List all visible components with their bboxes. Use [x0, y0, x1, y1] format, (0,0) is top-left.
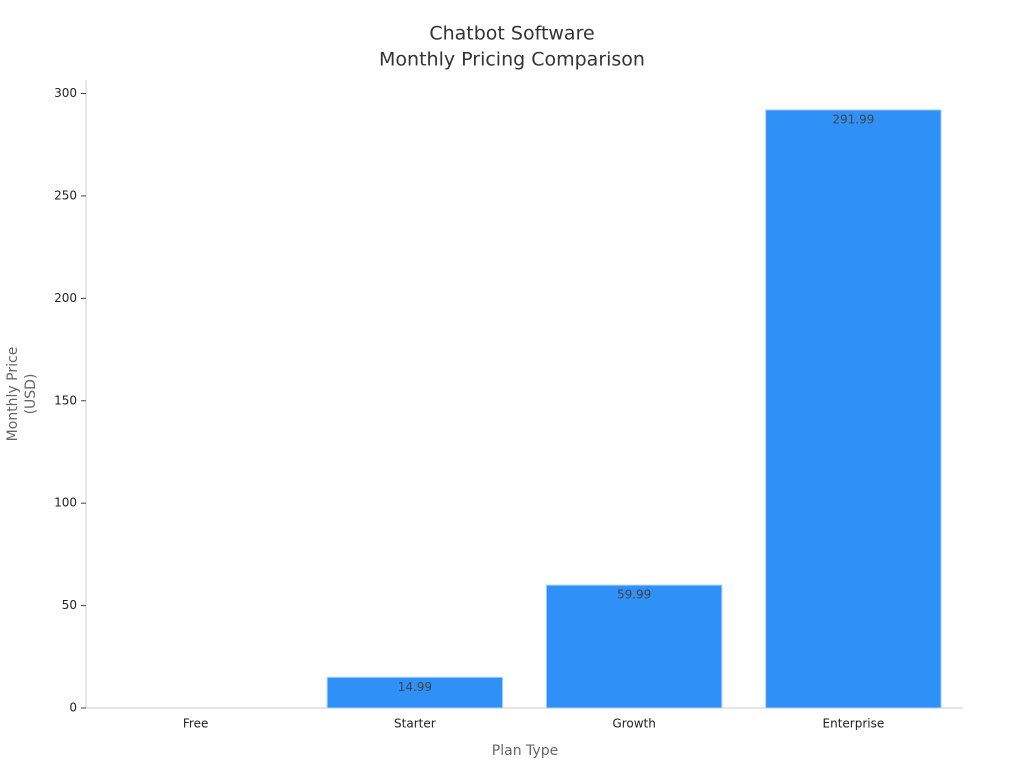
y-tick-label: 250: [54, 188, 77, 202]
x-axis-label: Plan Type: [492, 743, 558, 759]
y-tick-label: 200: [54, 291, 77, 305]
x-tick-label: Starter: [394, 717, 436, 731]
value-label: 14.99: [398, 680, 432, 694]
y-tick-label: 100: [54, 496, 77, 510]
y-tick-label: 300: [54, 86, 77, 100]
y-tick-label: 0: [69, 701, 77, 715]
y-axis-label: (USD): [23, 374, 39, 415]
y-tick-label: 150: [54, 393, 77, 407]
y-axis-label: Monthly Price: [5, 347, 21, 442]
value-label: 291.99: [832, 112, 874, 126]
x-tick-label: Enterprise: [823, 717, 885, 731]
chart-title: Monthly Pricing Comparison: [379, 49, 645, 71]
x-tick-label: Free: [183, 717, 208, 731]
bar: [545, 584, 723, 709]
bar: [765, 109, 942, 709]
y-tick-label: 50: [62, 598, 77, 612]
bar: [326, 676, 504, 709]
x-tick-label: Growth: [612, 717, 655, 731]
value-label: 59.99: [617, 588, 651, 602]
y-axis-label-group: Monthly Price (USD): [5, 347, 39, 442]
chart-title: Chatbot Software: [429, 23, 594, 45]
